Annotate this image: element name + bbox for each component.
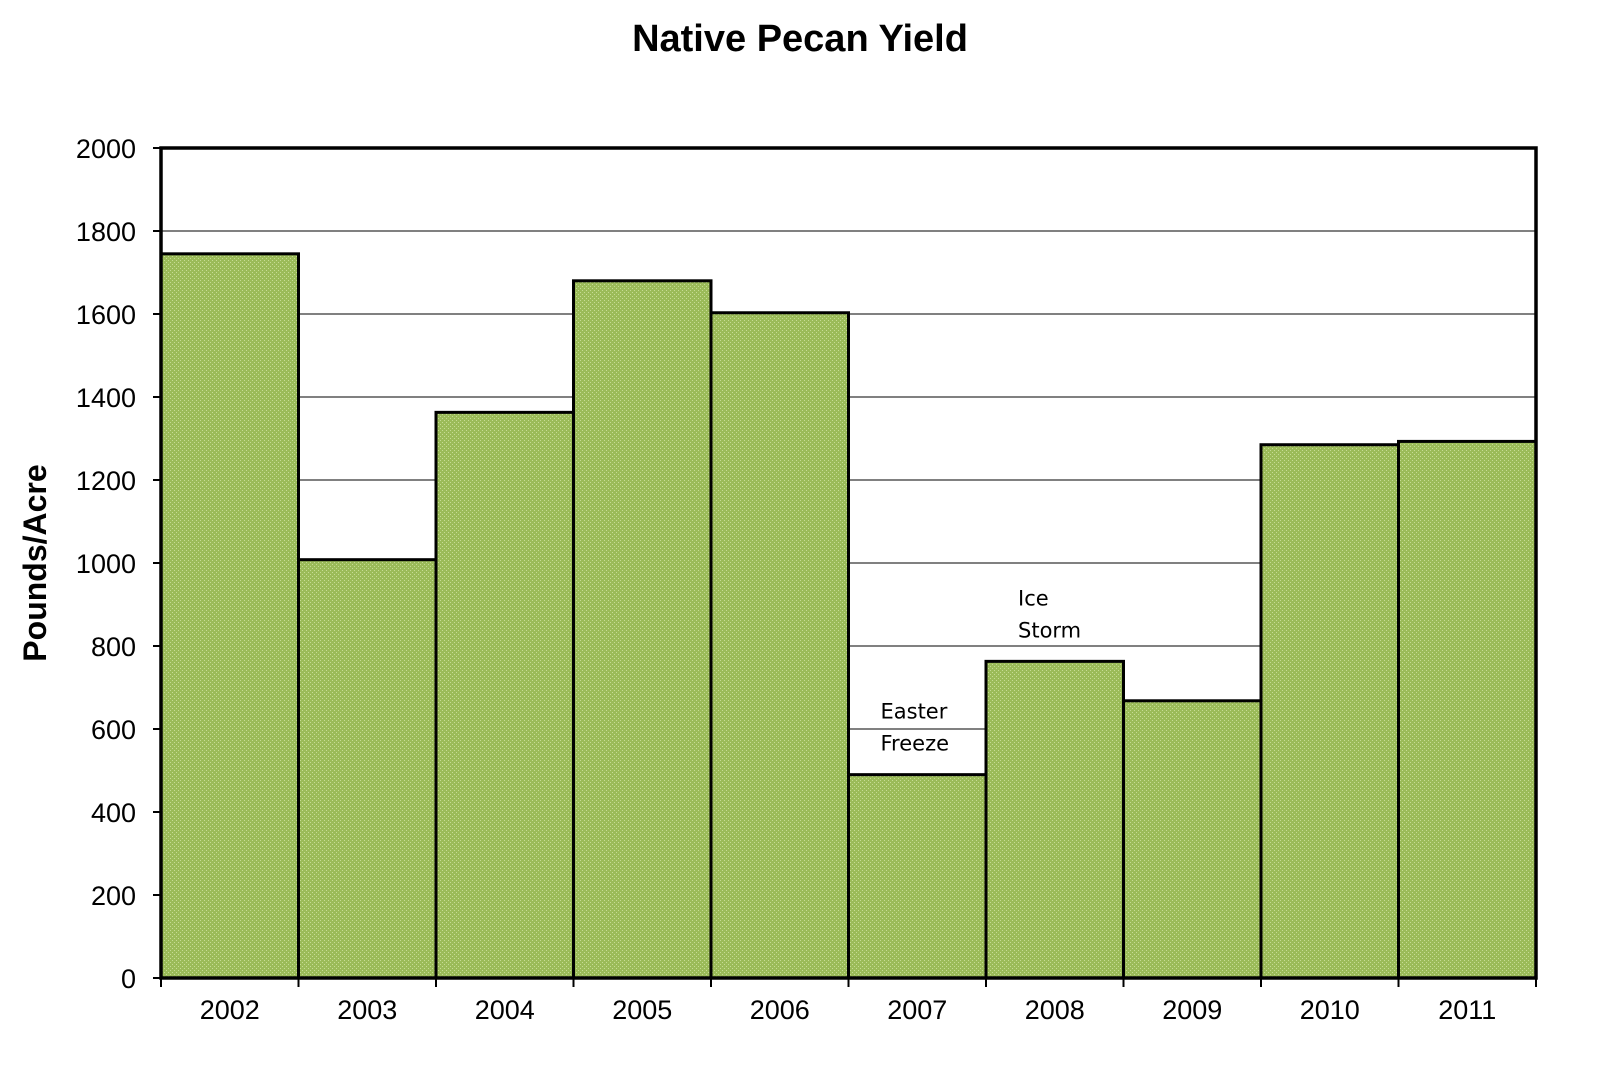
x-tick-label: 2002 (200, 995, 260, 1025)
annotation-label: Storm (1018, 618, 1081, 642)
y-tick-label: 1600 (76, 300, 136, 330)
y-tick-label: 800 (91, 632, 136, 662)
chart-title: Native Pecan Yield (632, 18, 968, 60)
x-tick-label: 2010 (1300, 995, 1360, 1025)
y-tick-label: 1400 (76, 383, 136, 413)
y-tick-label: 400 (91, 798, 136, 828)
annotation-label: Ice (1018, 586, 1049, 610)
bar-2008 (984, 659, 1125, 980)
x-tick-label: 2011 (1438, 995, 1496, 1025)
bars (159, 252, 1538, 980)
bar-2010 (1259, 443, 1400, 980)
x-tick-label: 2008 (1025, 995, 1085, 1025)
y-tick-label: 1200 (76, 466, 136, 496)
y-axis-label: Pounds/Acre (17, 464, 53, 661)
bar-2007 (847, 773, 988, 980)
bar-2002 (159, 252, 300, 980)
bar-2003 (297, 558, 438, 980)
bar-2004 (434, 410, 575, 980)
annotation-label: Easter (881, 700, 948, 724)
x-tick-label: 2009 (1162, 995, 1222, 1025)
bar-2006 (709, 311, 850, 980)
bar-2011 (1397, 439, 1538, 980)
x-tick-label: 2007 (887, 995, 947, 1025)
y-tick-label: 1800 (76, 217, 136, 247)
bar-2009 (1122, 699, 1263, 980)
x-tick-label: 2006 (750, 995, 810, 1025)
annotations: Easter Freeze Ice Storm (881, 586, 1082, 755)
y-tick-label: 200 (91, 881, 136, 911)
y-tick-label: 1000 (76, 549, 136, 579)
y-tick-label: 2000 (76, 134, 136, 164)
x-tick-label: 2004 (475, 995, 535, 1025)
y-tick-label: 600 (91, 715, 136, 745)
x-tick-label: 2003 (337, 995, 397, 1025)
y-tick-label: 0 (121, 964, 136, 994)
axes: 0 200 400 600 800 1000 1200 1400 1600 1800 2000 200… (76, 134, 1537, 1025)
x-tick-label: 2005 (612, 995, 672, 1025)
bar-2005 (572, 279, 713, 980)
annotation-label: Freeze (881, 732, 950, 756)
